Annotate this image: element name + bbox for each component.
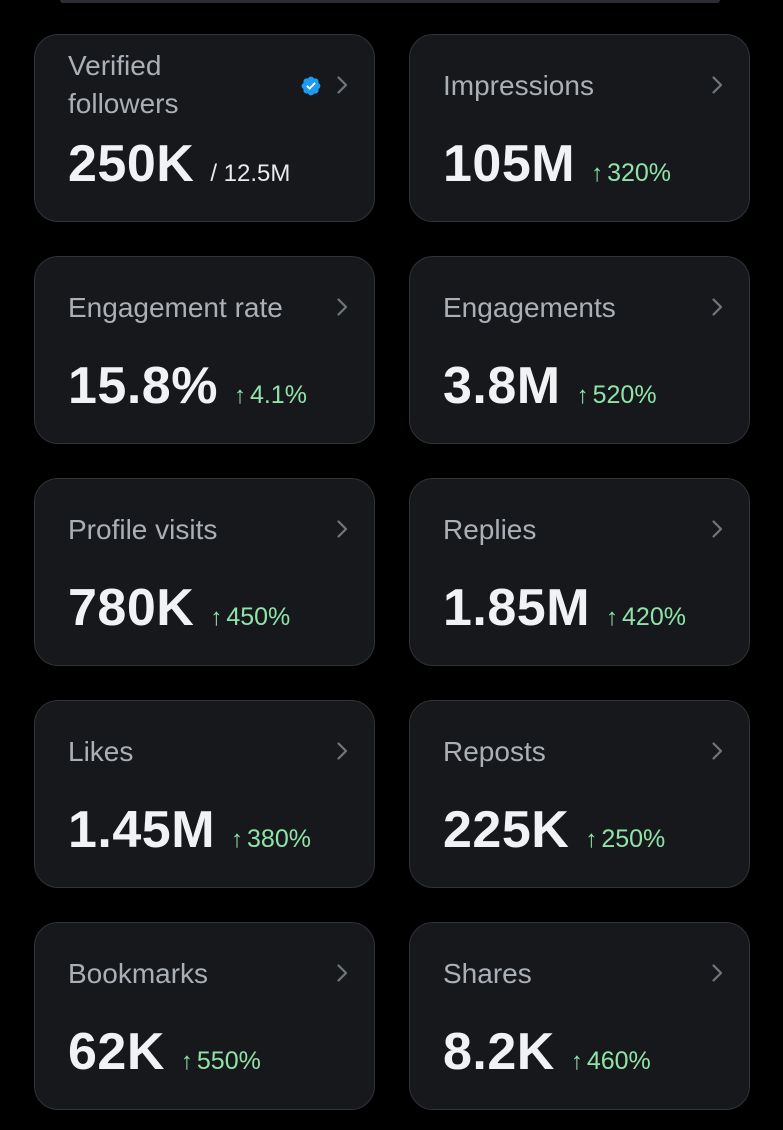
card-profile-visits[interactable]: Profile visits 780K ↑ 450%: [34, 478, 375, 666]
card-change: ↑ 460%: [571, 1047, 651, 1076]
card-label: Engagements: [443, 292, 616, 323]
card-value: 250K: [68, 135, 195, 193]
card-label: Impressions: [443, 70, 594, 101]
chevron-right-icon: [705, 295, 729, 319]
chevron-right-icon: [330, 739, 354, 763]
card-engagement-rate[interactable]: Engagement rate 15.8% ↑ 4.1%: [34, 256, 375, 444]
card-value: 105M: [443, 135, 576, 193]
card-change-value: 460%: [586, 1047, 651, 1075]
chevron-right-icon: [330, 961, 354, 985]
chevron-right-icon: [330, 73, 354, 97]
card-value-row: 1.85M ↑ 420%: [443, 577, 686, 639]
card-replies[interactable]: Replies 1.85M ↑ 420%: [409, 478, 750, 666]
card-verified-followers[interactable]: Verified followers 250K / 12.5M: [34, 34, 375, 222]
card-change: ↑ 520%: [577, 381, 657, 410]
card-change: ↑ 380%: [231, 825, 311, 854]
card-value: 225K: [443, 801, 570, 859]
card-value: 1.85M: [443, 579, 591, 637]
card-value-row: 8.2K ↑ 460%: [443, 1021, 651, 1083]
card-value: 8.2K: [443, 1023, 555, 1081]
card-change-value: 520%: [592, 381, 657, 409]
analytics-grid: Verified followers 250K / 12.5M Impressi…: [34, 34, 750, 1110]
arrow-up-icon: ↑: [180, 1048, 193, 1075]
card-label: Shares: [443, 958, 532, 989]
card-change: ↑ 4.1%: [234, 381, 307, 410]
card-value-row: 250K / 12.5M: [68, 133, 290, 195]
card-label: Engagement rate: [68, 292, 283, 323]
card-change-value: 380%: [247, 825, 311, 853]
card-change: ↑ 250%: [585, 825, 665, 854]
card-label: Likes: [68, 736, 134, 767]
card-change: ↑ 420%: [606, 603, 686, 632]
card-label: Bookmarks: [68, 958, 209, 989]
card-impressions[interactable]: Impressions 105M ↑ 320%: [409, 34, 750, 222]
card-value: 62K: [68, 1023, 165, 1081]
card-change: ↑ 450%: [210, 603, 290, 632]
arrow-up-icon: ↑: [231, 826, 244, 853]
card-engagements[interactable]: Engagements 3.8M ↑ 520%: [409, 256, 750, 444]
chevron-right-icon: [705, 517, 729, 541]
card-change: ↑ 550%: [181, 1047, 261, 1076]
card-value-row: 62K ↑ 550%: [68, 1021, 261, 1083]
card-change-value: 250%: [601, 825, 666, 853]
card-value: 780K: [68, 579, 195, 637]
card-value-row: 15.8% ↑ 4.1%: [68, 355, 307, 417]
card-change-value: 450%: [226, 603, 291, 631]
card-shares[interactable]: Shares 8.2K ↑ 460%: [409, 922, 750, 1110]
card-value: 3.8M: [443, 357, 561, 415]
card-secondary-value: / 12.5M: [210, 160, 291, 187]
card-label: Replies: [443, 514, 537, 545]
chevron-right-icon: [705, 739, 729, 763]
chevron-right-icon: [705, 73, 729, 97]
chevron-right-icon: [330, 517, 354, 541]
top-divider: [60, 0, 720, 3]
card-change-value: 420%: [622, 603, 686, 631]
card-reposts[interactable]: Reposts 225K ↑ 250%: [409, 700, 750, 888]
card-value-row: 225K ↑ 250%: [443, 799, 665, 861]
card-value-row: 780K ↑ 450%: [68, 577, 290, 639]
chevron-right-icon: [705, 961, 729, 985]
arrow-up-icon: ↑: [606, 604, 619, 631]
card-value-row: 105M ↑ 320%: [443, 133, 671, 195]
card-value: 1.45M: [68, 801, 216, 859]
arrow-up-icon: ↑: [576, 382, 589, 409]
card-value: 15.8%: [68, 357, 218, 415]
card-change: ↑ 320%: [591, 159, 671, 188]
card-value-row: 1.45M ↑ 380%: [68, 799, 311, 861]
verified-badge-icon: [300, 75, 322, 97]
card-change-value: 4.1%: [249, 381, 307, 409]
card-value-row: 3.8M ↑ 520%: [443, 355, 657, 417]
card-label: Reposts: [443, 736, 546, 767]
arrow-up-icon: ↑: [570, 1048, 583, 1075]
arrow-up-icon: ↑: [210, 604, 223, 631]
card-label: Profile visits: [68, 514, 218, 545]
card-change-value: 320%: [607, 159, 672, 187]
card-bookmarks[interactable]: Bookmarks 62K ↑ 550%: [34, 922, 375, 1110]
arrow-up-icon: ↑: [591, 160, 604, 187]
card-likes[interactable]: Likes 1.45M ↑ 380%: [34, 700, 375, 888]
chevron-right-icon: [330, 295, 354, 319]
card-label: Verified followers: [68, 50, 179, 119]
arrow-up-icon: ↑: [233, 382, 246, 409]
arrow-up-icon: ↑: [585, 826, 598, 853]
card-change-value: 550%: [196, 1047, 261, 1075]
